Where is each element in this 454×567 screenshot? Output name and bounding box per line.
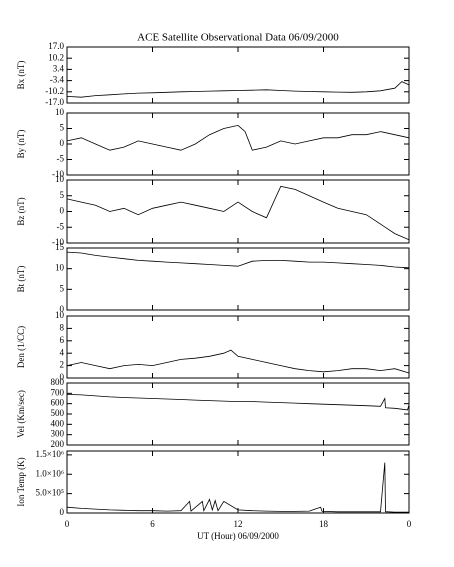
y-axis-label: By (nT) bbox=[16, 130, 26, 159]
data-line bbox=[66, 251, 410, 269]
panel-frame bbox=[66, 179, 410, 244]
y-tick-label: 6 bbox=[60, 335, 65, 345]
y-axis-label: Bx (nT) bbox=[16, 61, 26, 90]
y-tick-label: 10 bbox=[55, 174, 65, 184]
y-tick-label: 0 bbox=[60, 206, 65, 216]
y-axis-label: Vel (Km/sec) bbox=[16, 390, 26, 438]
y-tick-label: 10 bbox=[55, 263, 65, 273]
y-tick-label: -17.0 bbox=[45, 97, 64, 107]
x-tick-label: 0 bbox=[407, 519, 412, 529]
y-tick-label: -5 bbox=[57, 221, 65, 231]
y-tick-label: 5 bbox=[60, 190, 65, 200]
y-tick-label: 600 bbox=[51, 398, 65, 408]
chart-title: ACE Satellite Observational Data 06/09/2… bbox=[137, 32, 339, 44]
y-tick-label: 1.0×10⁶ bbox=[36, 468, 64, 478]
y-tick-label: 0 bbox=[60, 372, 65, 382]
data-line bbox=[66, 185, 410, 241]
y-axis-label: Ion Temp (K) bbox=[16, 457, 26, 506]
panel-frame bbox=[66, 247, 410, 311]
data-line bbox=[66, 394, 410, 411]
y-tick-label: -10 bbox=[52, 237, 64, 247]
panel-frame bbox=[66, 112, 410, 176]
y-tick-label: 5 bbox=[60, 283, 65, 293]
y-tick-label: 800 bbox=[51, 377, 65, 387]
panel-frame bbox=[66, 450, 410, 514]
y-tick-label: 1.5×10⁶ bbox=[36, 449, 64, 459]
y-tick-label: 700 bbox=[51, 387, 65, 397]
y-axis-label: Bz (nT) bbox=[16, 197, 26, 225]
y-tick-label: -5 bbox=[57, 154, 65, 164]
x-axis-label: UT (Hour) 06/09/2000 bbox=[197, 531, 279, 541]
y-tick-label: 2 bbox=[60, 360, 65, 370]
y-tick-label: 0 bbox=[60, 507, 65, 517]
y-tick-label: 5.0×10⁵ bbox=[36, 488, 64, 498]
x-tick-label: 18 bbox=[319, 519, 329, 529]
y-tick-label: 5 bbox=[60, 123, 65, 133]
y-tick-label: 0 bbox=[60, 304, 65, 314]
data-line bbox=[66, 349, 410, 374]
y-tick-label: 10 bbox=[55, 310, 65, 320]
panel-frame bbox=[66, 382, 410, 446]
y-tick-label: 17.0 bbox=[48, 41, 64, 51]
x-tick-label: 0 bbox=[65, 519, 70, 529]
y-tick-label: 8 bbox=[60, 322, 65, 332]
y-tick-label: 500 bbox=[51, 408, 65, 418]
y-tick-label: 10 bbox=[55, 107, 65, 117]
y-tick-label: -3.4 bbox=[50, 75, 65, 85]
x-tick-label: 12 bbox=[234, 519, 243, 529]
data-line bbox=[66, 124, 410, 151]
y-axis-label: Den (1/CC) bbox=[16, 326, 26, 368]
data-line bbox=[66, 81, 410, 98]
data-line bbox=[66, 462, 409, 513]
y-tick-label: 4 bbox=[60, 347, 65, 357]
x-tick-label: 6 bbox=[150, 519, 155, 529]
y-tick-label: 3.4 bbox=[53, 63, 65, 73]
y-axis-label: Bt (nT) bbox=[16, 266, 26, 293]
y-tick-label: -10.2 bbox=[45, 86, 64, 96]
y-tick-label: 10.2 bbox=[48, 52, 64, 62]
y-tick-label: 200 bbox=[51, 439, 65, 449]
y-tick-label: 400 bbox=[51, 418, 65, 428]
y-tick-label: 300 bbox=[51, 429, 65, 439]
y-tick-label: 15 bbox=[55, 242, 65, 252]
y-tick-label: -10 bbox=[52, 169, 64, 179]
y-tick-label: 0 bbox=[60, 138, 65, 148]
